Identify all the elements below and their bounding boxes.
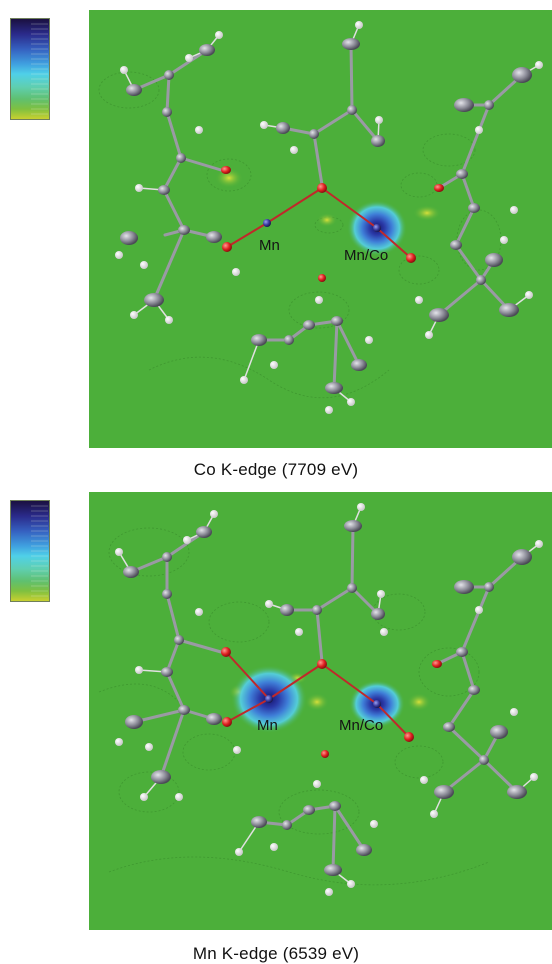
co-k-edge-panel: Mn Mn/Co Co K-edge (7709 eV) xyxy=(10,10,552,479)
mnco-atom xyxy=(373,700,381,708)
color-scale-ticks xyxy=(31,505,48,597)
mn-atom xyxy=(265,695,273,703)
mnco-label: Mn/Co xyxy=(339,717,383,734)
mn-label: Mn xyxy=(257,717,278,734)
panel-caption: Mn K-edge (6539 eV) xyxy=(192,944,360,963)
panel-caption: Co K-edge (7709 eV) xyxy=(193,460,359,479)
carbon-bonds xyxy=(129,524,524,872)
metal-atoms xyxy=(263,219,381,232)
carbon-atoms xyxy=(123,520,532,876)
metal-oxygen-bonds xyxy=(225,651,410,738)
mnco-label: Mn/Co xyxy=(344,247,388,264)
hydrogen-atoms xyxy=(115,21,543,414)
oxygen-atoms xyxy=(221,166,444,282)
oxygen-atoms xyxy=(221,647,442,758)
positive-lobes xyxy=(215,168,441,227)
hydrogen-atoms xyxy=(115,503,543,896)
mn-atom xyxy=(263,219,271,227)
contour-lines xyxy=(98,527,490,886)
color-scale-legend xyxy=(10,500,50,602)
difference-map: Mn Mn/Co xyxy=(89,10,552,448)
mn-label: Mn xyxy=(259,237,280,254)
color-scale-legend xyxy=(10,18,50,120)
carbon-atoms xyxy=(120,38,532,394)
color-scale-ticks xyxy=(31,23,48,115)
metal-oxygen-bonds xyxy=(226,187,412,259)
difference-map: Mn Mn/Co xyxy=(89,492,552,930)
metal-atoms xyxy=(265,695,381,708)
map-background xyxy=(89,10,552,448)
mn-k-edge-panel: Mn Mn/Co Mn K-edge (6539 eV) xyxy=(0,482,552,964)
mnco-atom xyxy=(373,224,381,232)
